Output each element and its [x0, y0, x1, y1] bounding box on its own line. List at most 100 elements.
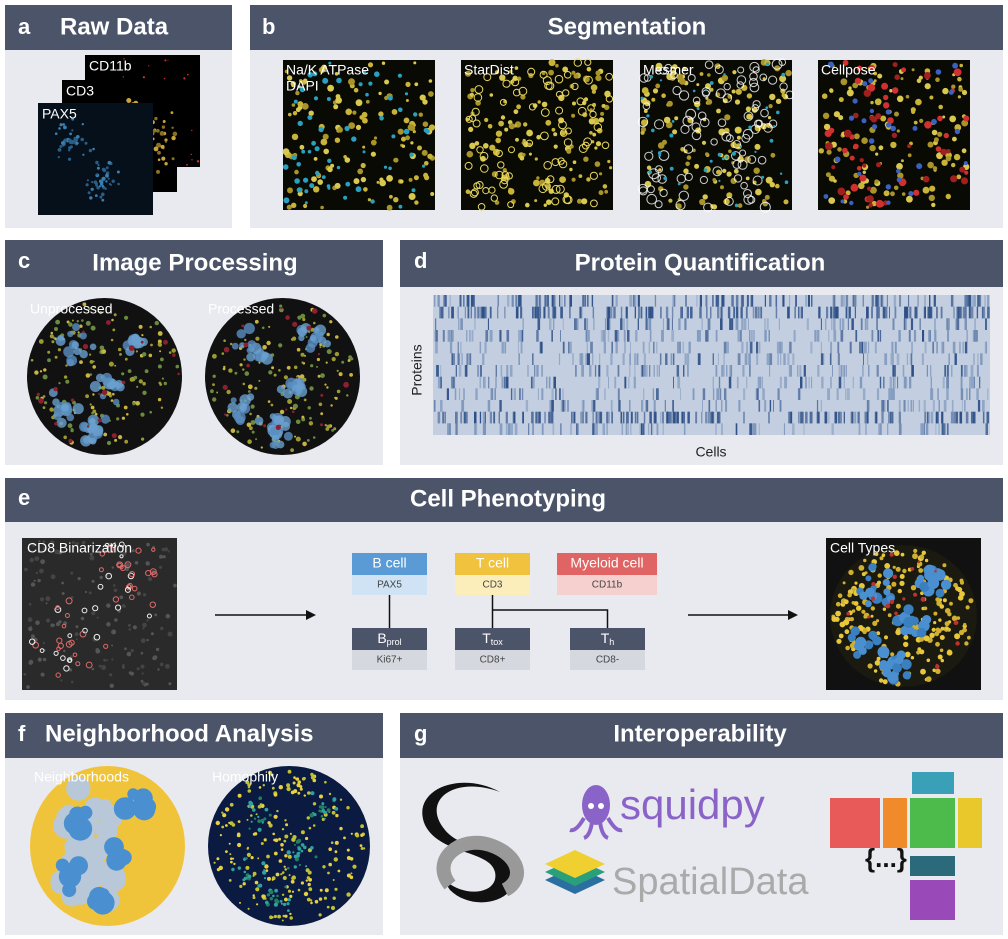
heatmap-stripe [607, 330, 610, 342]
texture-dot [335, 335, 339, 339]
texture-dot [767, 116, 772, 120]
texture-dot [586, 177, 591, 182]
texture-dot [897, 588, 902, 594]
texture-dot [72, 652, 78, 658]
texture-dot [355, 124, 362, 130]
heatmap-stripe [865, 423, 867, 435]
heatmap-stripe [437, 295, 440, 307]
heatmap-stripe [832, 295, 836, 307]
heatmap-stripe [836, 306, 839, 319]
texture-dot [700, 117, 710, 128]
texture-dot [578, 174, 583, 179]
heatmap-stripe [975, 330, 978, 342]
texture-dot [821, 93, 828, 99]
texture-dot [870, 596, 876, 601]
texture-dot [262, 345, 267, 350]
texture-dot [949, 601, 953, 606]
texture-dot [329, 320, 333, 324]
texture-dot [149, 410, 152, 414]
texture-dot [867, 186, 872, 191]
heatmap-stripe [562, 318, 564, 330]
texture-dot [326, 349, 332, 355]
texture-dot [110, 399, 114, 402]
texture-dot [903, 634, 909, 640]
heatmap-stripe [920, 423, 923, 435]
texture-dot [465, 115, 473, 123]
texture-dot [159, 350, 162, 353]
heatmap-stripe [892, 353, 894, 365]
texture-dot [872, 620, 878, 627]
heatmap-stripe [789, 295, 791, 307]
texture-dot [571, 177, 576, 182]
heatmap-stripe [946, 376, 949, 389]
texture-dot [222, 384, 228, 390]
texture-dot [295, 107, 301, 113]
texture-dot [672, 129, 678, 135]
texture-dot [873, 71, 878, 76]
texture-dot [67, 149, 71, 152]
texture-dot [849, 155, 855, 161]
texture-dot [551, 127, 556, 132]
texture-dot [722, 168, 727, 173]
texture-dot [386, 175, 393, 182]
texture-dot [754, 143, 761, 150]
texture-dot [927, 577, 940, 589]
heatmap-stripe [571, 411, 573, 424]
texture-dot [350, 872, 353, 875]
texture-dot [152, 655, 157, 661]
texture-dot [655, 83, 661, 89]
texture-dot [90, 405, 95, 410]
heatmap-stripe [730, 365, 733, 377]
texture-dot [271, 440, 280, 449]
texture-dot [223, 365, 226, 369]
texture-dot [672, 64, 678, 70]
texture-dot [543, 161, 553, 170]
heatmap-stripe [894, 341, 897, 354]
heatmap-stripe [702, 400, 703, 412]
heatmap-stripe [898, 411, 901, 424]
texture-dot [57, 148, 62, 152]
heatmap-stripe [854, 306, 856, 319]
texture-dot [365, 99, 370, 104]
texture-dot [324, 424, 327, 427]
texture-dot [397, 73, 402, 78]
texture-dot [845, 190, 851, 196]
texture-dot [764, 194, 770, 200]
texture-dot [959, 591, 965, 597]
texture-dot [288, 874, 291, 877]
texture-dot [141, 672, 144, 675]
heatmap-stripe [506, 365, 509, 377]
texture-dot [926, 658, 931, 663]
texture-dot [479, 151, 489, 161]
heatmap-stripe [965, 365, 968, 377]
heatmap-stripe [930, 411, 934, 424]
texture-dot [721, 74, 729, 82]
heatmap-stripe [746, 341, 748, 354]
heatmap-stripe [742, 295, 744, 307]
heatmap-stripe [836, 388, 839, 400]
texture-dot [542, 76, 552, 86]
texture-dot [56, 637, 63, 644]
texture-dot [111, 566, 115, 569]
texture-dot [292, 835, 297, 840]
texture-dot [858, 565, 865, 571]
heatmap-stripe [625, 306, 627, 319]
heatmap-stripe [840, 330, 844, 342]
texture-dot [849, 617, 855, 622]
heatmap-stripe [760, 306, 763, 319]
heatmap-stripe [817, 411, 820, 424]
texture-dot [98, 888, 110, 900]
texture-dot [101, 389, 108, 396]
texture-dot [351, 136, 357, 142]
texture-dot [925, 676, 932, 682]
heatmap-stripe [461, 400, 465, 412]
heatmap-stripe [610, 306, 613, 319]
texture-dot [355, 186, 362, 193]
texture-dot [572, 160, 577, 164]
heatmap-stripe [483, 376, 486, 389]
texture-dot [247, 340, 257, 350]
texture-dot [869, 108, 875, 114]
texture-dot [131, 549, 135, 553]
texture-dot [952, 62, 958, 69]
texture-dot [902, 671, 912, 680]
